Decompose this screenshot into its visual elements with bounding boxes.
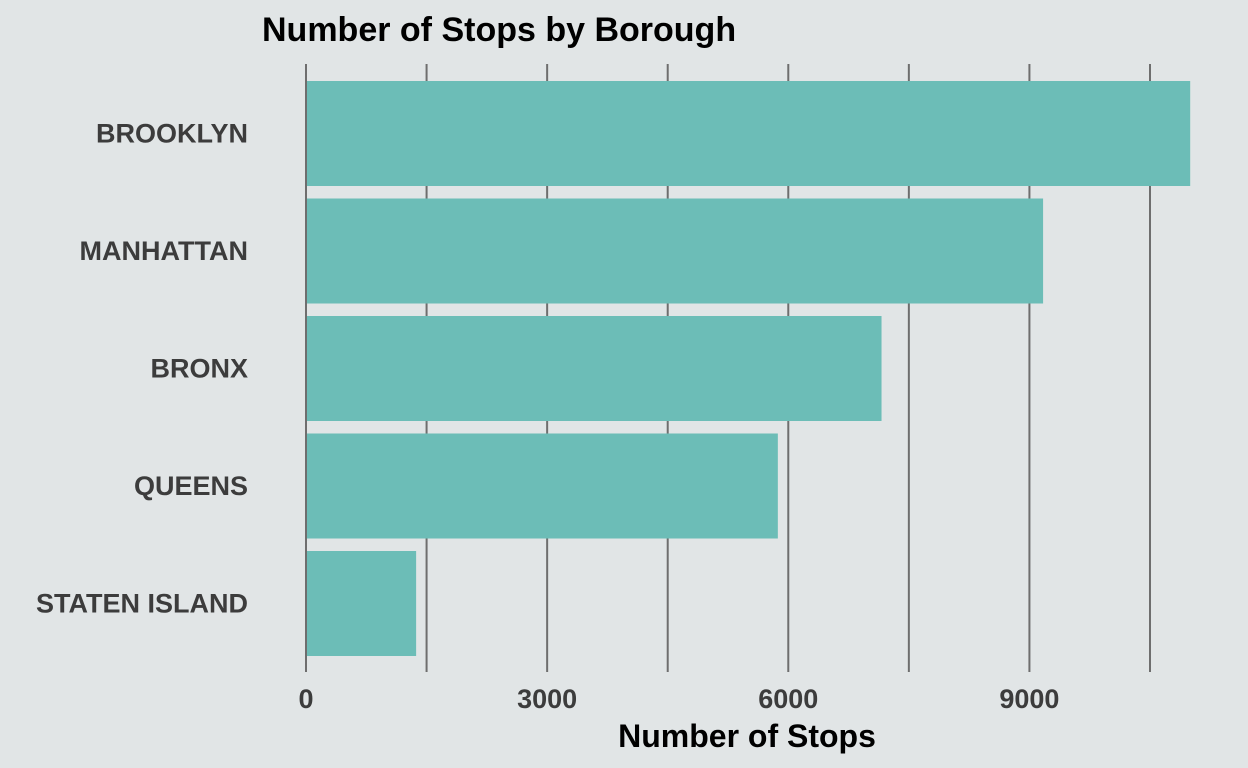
- x-tick-label: 6000: [758, 684, 818, 714]
- bars: [307, 81, 1191, 656]
- category-label: QUEENS: [134, 471, 248, 501]
- category-label: BRONX: [150, 354, 248, 384]
- bar-manhattan: [307, 198, 1044, 304]
- bar-queens: [307, 433, 778, 539]
- x-tick-label: 3000: [517, 684, 577, 714]
- category-label: BROOKLYN: [96, 119, 248, 149]
- bar-staten-island: [307, 551, 417, 656]
- x-tick-labels: 0 3000 6000 9000: [298, 684, 1059, 714]
- category-label: STATEN ISLAND: [36, 589, 248, 619]
- x-tick-label: 0: [298, 684, 313, 714]
- category-label: MANHATTAN: [80, 236, 248, 266]
- x-axis-label: Number of Stops: [618, 718, 876, 754]
- category-labels: BROOKLYN MANHATTAN BRONX QUEENS STATEN ISLAN…: [36, 119, 248, 619]
- chart-title: Number of Stops by Borough: [262, 11, 736, 49]
- bar-brooklyn: [307, 81, 1191, 186]
- x-tick-label: 9000: [999, 684, 1059, 714]
- bar-bronx: [307, 316, 882, 421]
